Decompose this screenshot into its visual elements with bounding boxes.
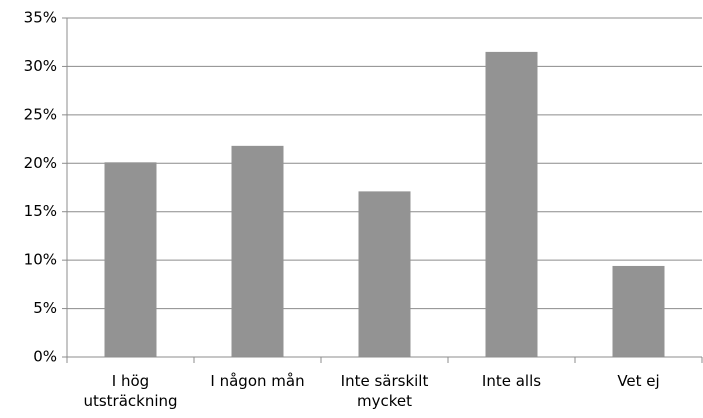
x-tick-label: Inte alls (482, 372, 541, 390)
bar (612, 265, 665, 357)
bar (358, 191, 411, 357)
x-tick-label: I hög utsträckning (83, 372, 177, 410)
x-tick-label: Vet ej (617, 372, 659, 390)
y-tick-label: 30% (24, 57, 57, 75)
x-tick-label: Inte särskilt mycket (341, 372, 429, 410)
y-tick-label: 10% (24, 251, 57, 269)
bar (231, 145, 284, 357)
y-tick-label: 25% (24, 105, 57, 123)
y-tick-label: 5% (33, 299, 57, 317)
bar (104, 162, 157, 357)
y-tick-label: 0% (33, 348, 57, 366)
x-tick-label: I någon mån (210, 372, 304, 390)
y-tick-label: 35% (24, 9, 57, 27)
bar (485, 51, 538, 358)
y-tick-label: 15% (24, 202, 57, 220)
y-tick-label: 20% (24, 154, 57, 172)
